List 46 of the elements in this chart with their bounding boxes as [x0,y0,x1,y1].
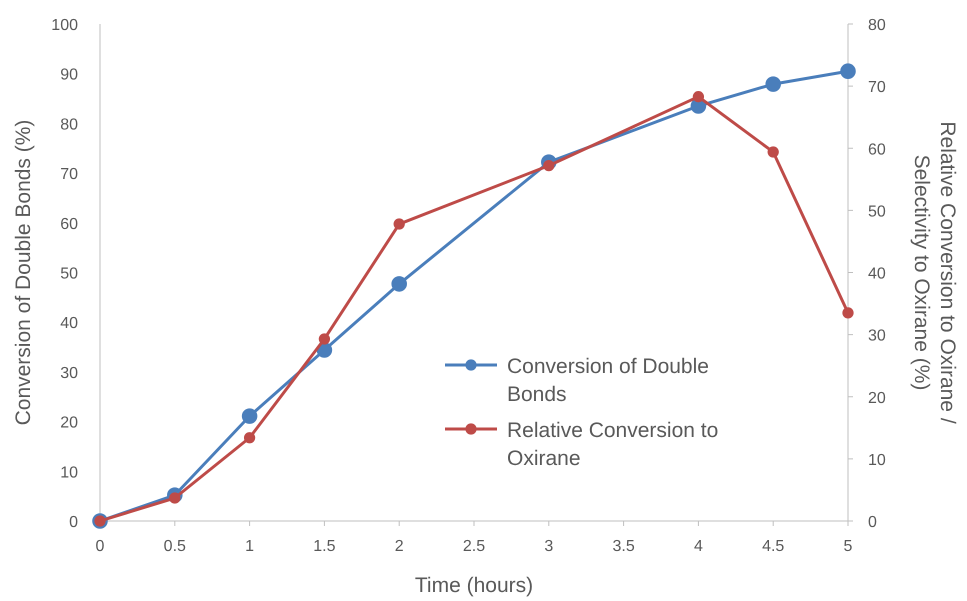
point [244,432,256,444]
y2-tick-label: 10 [868,452,886,469]
x-tick-label: 3 [544,538,554,555]
y-tick-label: 50 [60,266,78,282]
x-tick-label: 4.5 [762,538,784,555]
y2-tick-label: 30 [868,328,886,345]
y2-tick-label: 20 [868,390,886,407]
y-tick-label: 0 [69,514,78,531]
y2-axis-title: Relative Conversion to Oxirane / Selectivity to Oxirane (%) [910,121,959,424]
x-tick-label: 0 [96,538,105,555]
point [242,408,258,424]
x-tick-label: 2.5 [462,538,486,555]
point [765,76,781,92]
y2-tick-label: 40 [868,266,886,282]
y-tick-label: 10 [60,464,78,482]
y2-tick-label: 60 [868,141,886,158]
point [692,91,704,102]
x-tick-label: 5 [844,538,853,555]
y-tick-label: 100 [51,17,78,34]
point [840,63,856,79]
y-tick-label: 80 [60,116,78,134]
x-tick-label: 2 [394,538,404,555]
x-tick-label: 1.5 [313,538,336,555]
point [394,218,405,230]
y-tick-label: 20 [60,414,78,432]
x-axis-title: Time (hours) [414,574,534,597]
point [318,333,330,345]
y2-tick-label: 50 [868,203,886,220]
y-tick-label: 60 [60,216,78,233]
legend-label: Relative Conversion to Oxirane [507,419,718,470]
y-axis-title: Conversion of Double Bonds (%) [12,120,35,426]
y-tick-label: 70 [60,166,78,184]
x-tick-label: 1 [245,538,254,555]
y-tick-label: 30 [60,364,78,382]
point [391,276,407,292]
y2-tick-label: 70 [868,79,886,96]
x-tick-label: 3.5 [612,538,635,555]
x-tick-label: 4 [694,538,703,555]
y2-tick-label: 80 [868,17,886,34]
y-tick-label: 40 [60,315,78,332]
legend-label: Conversion of Double Bonds [507,355,709,406]
x-tick-label: 0.5 [164,538,186,555]
point [768,146,779,158]
y-tick-label: 90 [60,66,78,84]
y2-tick-label: 0 [868,514,877,531]
point [842,307,854,319]
